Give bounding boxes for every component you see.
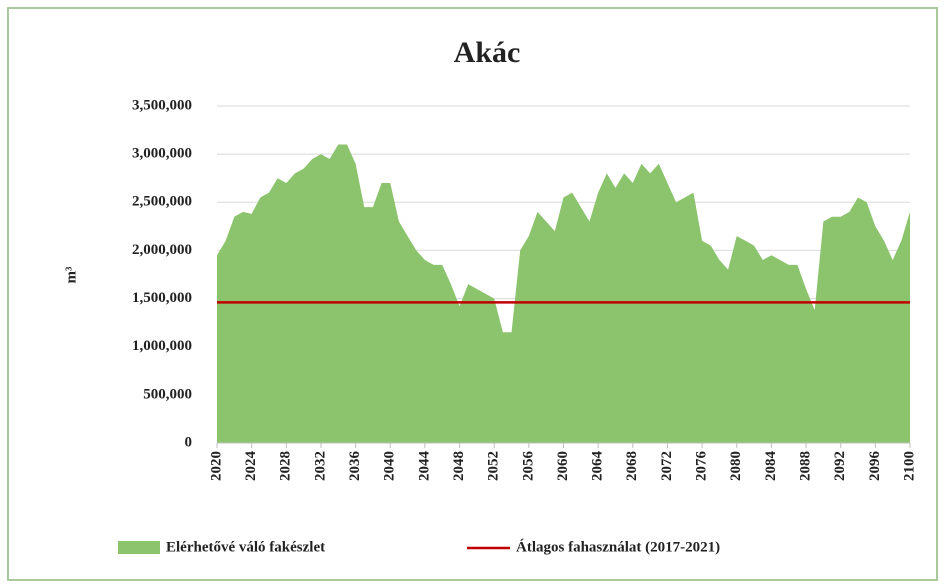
x-tick-label: 2080 — [728, 451, 744, 481]
x-tick-label: 2032 — [312, 451, 328, 481]
legend-label: Átlagos fahasználat (2017-2021) — [516, 538, 720, 555]
y-tick-label: 0 — [185, 434, 193, 450]
y-tick-label: 500,000 — [143, 386, 192, 402]
y-tick-label: 1,000,000 — [132, 338, 192, 354]
x-tick-label: 2056 — [520, 451, 536, 482]
x-tick-label: 2088 — [797, 451, 813, 481]
x-tick-label: 2084 — [763, 451, 779, 482]
legend-label: Elérhetővé váló fakészlet — [166, 539, 325, 555]
x-tick-label: 2044 — [416, 451, 432, 482]
legend-swatch — [118, 541, 160, 554]
y-tick-label: 1,500,000 — [132, 290, 192, 306]
x-tick-label: 2024 — [243, 451, 259, 482]
y-tick-label: 2,000,000 — [132, 242, 192, 258]
x-tick-label: 2096 — [867, 451, 883, 482]
y-tick-label: 3,000,000 — [132, 146, 192, 162]
x-tick-label: 2100 — [901, 451, 917, 481]
x-tick-label: 2040 — [382, 451, 398, 481]
x-tick-label: 2068 — [624, 451, 640, 481]
x-tick-label: 2076 — [694, 451, 710, 482]
x-tick-label: 2036 — [347, 451, 363, 482]
chart-title: Akác — [454, 36, 521, 69]
x-tick-label: 2064 — [590, 451, 606, 482]
x-tick-label: 2060 — [555, 451, 571, 481]
y-tick-label: 3,500,000 — [132, 97, 192, 113]
x-tick-label: 2028 — [278, 451, 294, 481]
x-tick-label: 2072 — [659, 451, 675, 481]
x-tick-label: 2092 — [832, 451, 848, 481]
area — [217, 144, 910, 443]
y-tick-label: 2,500,000 — [132, 194, 192, 210]
x-tick-label: 2020 — [208, 451, 224, 481]
x-tick-label: 2048 — [451, 451, 467, 481]
y-axis-label: m³ — [63, 266, 79, 283]
x-tick-label: 2052 — [486, 451, 502, 481]
